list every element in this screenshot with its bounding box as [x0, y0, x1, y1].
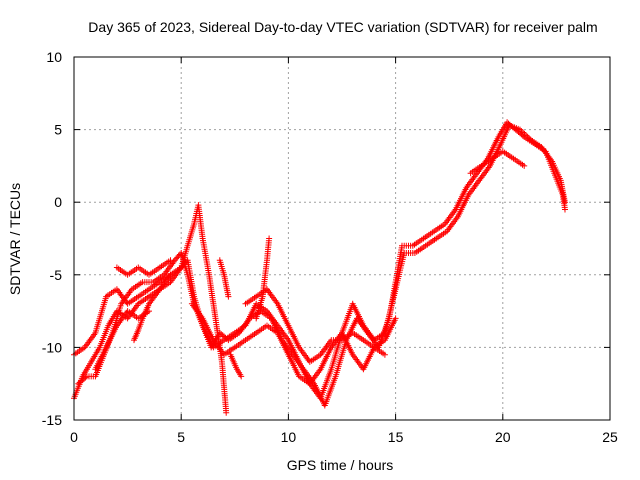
series-track-f — [467, 148, 528, 177]
chart-title: Day 365 of 2023, Sidereal Day-to-day VTE… — [88, 19, 597, 35]
series-markers — [227, 351, 245, 380]
series-markers — [467, 148, 528, 177]
x-tick-label: 15 — [388, 429, 404, 445]
series-markers — [216, 257, 232, 300]
x-tick-label: 10 — [281, 429, 297, 445]
series-track-i — [216, 257, 232, 300]
grid-lines — [74, 57, 610, 420]
series-markers — [75, 122, 568, 402]
series-track-k — [131, 271, 174, 344]
series-markers — [242, 286, 399, 365]
plot-frame — [73, 56, 611, 421]
data-points — [71, 119, 568, 416]
y-tick-label: 5 — [54, 122, 62, 138]
y-tick-label: 0 — [54, 194, 62, 210]
series-markers — [131, 271, 174, 344]
series-track-c — [75, 122, 568, 402]
y-tick-label: -10 — [42, 339, 62, 355]
x-tick-label: 0 — [70, 429, 78, 445]
series-markers — [92, 308, 152, 373]
series-track-j — [227, 351, 245, 380]
series-markers — [113, 257, 174, 278]
series-track-h — [253, 235, 273, 322]
series-track-e — [242, 286, 399, 365]
series-track-l — [113, 257, 174, 278]
y-axis-label: SDTVAR / TECUs — [7, 183, 23, 295]
y-tick-label: -15 — [42, 412, 62, 428]
x-tick-label: 5 — [177, 429, 185, 445]
y-tick-label: -5 — [50, 267, 63, 283]
series-markers — [71, 202, 230, 416]
x-tick-label: 25 — [602, 429, 618, 445]
x-tick-label: 20 — [495, 429, 511, 445]
y-tick-label: 10 — [46, 49, 62, 65]
series-track-g — [92, 308, 152, 373]
axis-ticks: 0 5 10 15 20 25 -15 -10 -5 0 5 10 — [42, 49, 618, 445]
series-markers — [253, 235, 273, 322]
x-axis-label: GPS time / hours — [287, 457, 394, 473]
series-track-a — [71, 202, 230, 416]
